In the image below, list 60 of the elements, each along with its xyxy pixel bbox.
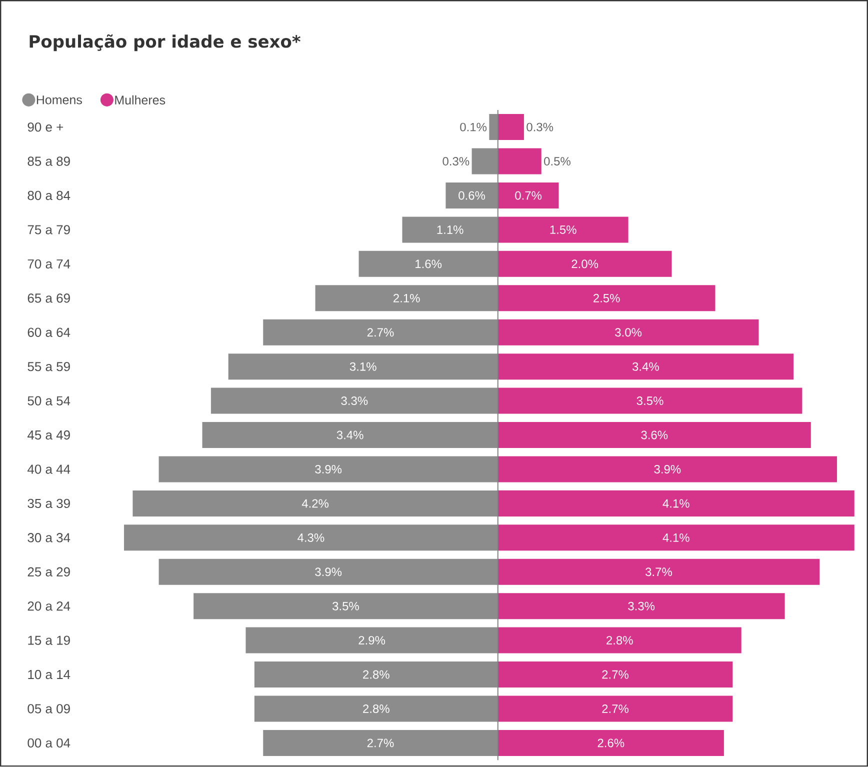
- y-tick-label: 45 a 49: [27, 430, 70, 440]
- data-label: 0.1%: [460, 122, 487, 132]
- data-label: 2.8%: [363, 670, 390, 679]
- y-tick-label: 60 a 64: [28, 328, 70, 338]
- y-tick-label: 10 a 14: [28, 670, 70, 680]
- data-label: 4.1%: [662, 534, 690, 542]
- data-label: 0.5%: [544, 157, 570, 166]
- data-label: 1.1%: [437, 226, 464, 234]
- data-label: 1.6%: [416, 260, 442, 268]
- y-tick-label: 20 a 24: [28, 602, 70, 611]
- legend-label: Mulheres: [115, 95, 166, 105]
- y-tick-label: 80 a 84: [28, 191, 70, 200]
- y-tick-label: 85 a 89: [28, 156, 70, 166]
- y-tick-label: 35 a 39: [28, 498, 70, 508]
- data-label: 2.8%: [363, 704, 390, 714]
- data-label: 3.4%: [632, 362, 659, 371]
- data-label: 3.9%: [654, 465, 681, 474]
- data-label: 3.1%: [350, 362, 376, 371]
- data-label: 2.0%: [572, 260, 598, 268]
- data-label: 3.0%: [615, 328, 642, 337]
- data-label: 0.3%: [526, 122, 554, 132]
- data-label: 3.9%: [315, 568, 342, 576]
- y-tick-label: 25 a 29: [28, 567, 70, 577]
- y-tick-label: 70 a 74: [28, 259, 70, 269]
- data-label: 2.7%: [367, 738, 394, 748]
- data-label: 2.7%: [367, 328, 394, 337]
- data-label: 2.7%: [602, 704, 628, 714]
- data-label: 3.3%: [628, 602, 655, 610]
- data-label: 2.8%: [606, 636, 633, 645]
- y-tick-label: 15 a 19: [28, 636, 70, 646]
- data-label: 3.4%: [336, 430, 364, 440]
- y-tick-label: 50 a 54: [28, 396, 70, 406]
- y-tick-label: 40 a 44: [27, 464, 70, 474]
- y-tick-label: 30 a 34: [28, 533, 70, 542]
- data-label: 2.7%: [602, 670, 628, 679]
- data-label: 3.9%: [315, 465, 342, 474]
- y-tick-label: 75 a 79: [28, 225, 70, 234]
- data-label: 0.6%: [458, 191, 486, 200]
- y-tick-label: 65 a 69: [28, 294, 70, 303]
- data-label: 3.3%: [341, 396, 368, 406]
- data-label: 1.5%: [550, 226, 576, 234]
- data-label: 2.9%: [358, 636, 386, 645]
- y-tick-label: 90 e +: [28, 122, 64, 132]
- y-tick-label: 00 a 04: [28, 738, 70, 748]
- chart-title: População por idade e sexo*: [30, 34, 300, 52]
- y-tick-label: 55 a 59: [28, 362, 70, 372]
- data-label: 2.6%: [598, 738, 624, 748]
- data-label: 4.3%: [298, 534, 324, 542]
- data-label: 3.7%: [646, 568, 672, 576]
- data-label: 4.1%: [662, 499, 690, 508]
- data-label: 3.6%: [641, 430, 668, 440]
- data-label: 0.7%: [515, 191, 542, 200]
- data-label: 2.5%: [593, 294, 620, 303]
- legend-label: Homens: [36, 96, 82, 104]
- data-label: 3.5%: [636, 396, 664, 406]
- data-label: 0.3%: [442, 157, 470, 166]
- y-tick-label: 05 a 09: [28, 704, 70, 714]
- data-label: 2.1%: [394, 294, 420, 303]
- data-label: 3.5%: [332, 602, 359, 610]
- data-label: 4.2%: [302, 499, 329, 508]
